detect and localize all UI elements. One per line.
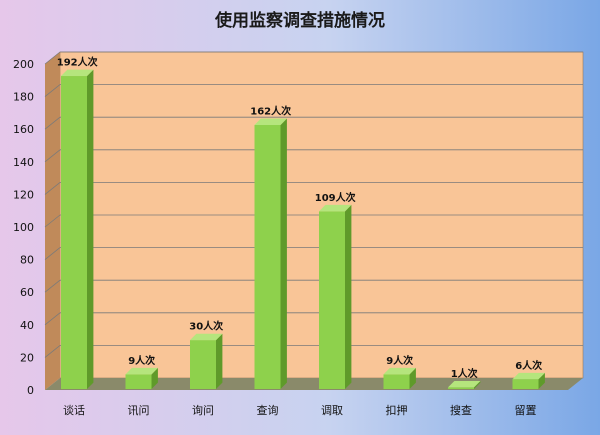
bar-top [448,380,481,388]
bar [319,204,352,389]
bar [383,367,416,389]
data-label: 162人次 [250,105,291,118]
x-category-label: 谈话 [63,404,85,417]
bar-top [61,69,94,77]
y-tick-label: 160 [13,123,34,136]
gridline-side [44,312,61,326]
x-category-label: 搜查 [450,403,472,417]
gridline-side [44,279,61,293]
data-labels: 192人次 9人次 30人次 162人次 109人次 9人次 1人次 6人次 [57,56,542,380]
bar-front [319,211,345,389]
bar-front [125,374,152,389]
y-tick-label: 100 [13,221,34,234]
gridline-side [44,84,61,97]
y-tick-label: 180 [13,91,34,104]
data-label: 192人次 [57,56,98,69]
y-tick-label: 0 [27,384,34,397]
bar-front [512,379,539,389]
bar-side [216,333,223,389]
x-category-label: 扣押 [386,403,408,417]
axes: 0 20 40 60 80 100 120 140 160 180 200 谈话 讯问 询问 查询 调取 扣押 搜… [13,58,537,417]
data-label: 30人次 [189,320,223,333]
x-category-label: 调取 [321,404,343,417]
bar-top [190,333,223,341]
bar [512,372,545,389]
data-label: 109人次 [315,191,356,204]
bar-front [383,374,410,389]
y-tick-label: 20 [20,351,34,364]
gridline-side [44,214,61,228]
x-category-label: 讯问 [128,404,150,417]
gridline-side [44,247,61,260]
bars [61,69,545,389]
gridline-side [44,149,61,163]
x-category-label: 询问 [192,404,214,417]
bar-top [383,367,416,375]
bar [190,333,223,389]
y-tick-label: 120 [13,188,34,201]
bar-side [87,69,94,389]
y-tick-label: 80 [20,254,34,267]
y-tick-label: 140 [13,156,34,169]
bar [125,367,158,389]
bar-front [254,124,281,389]
chart-title: 使用监察调查措施情况 [214,10,385,31]
bar-top [319,204,352,212]
bar-front [61,76,87,389]
bar-front [190,340,216,389]
x-category-label: 留置 [515,404,537,417]
bar-side [409,367,416,389]
bar-side [474,380,481,389]
plot-area [44,51,584,390]
bar-top [125,367,158,375]
y-tick-label: 200 [13,58,34,71]
bar [448,380,481,389]
gridline-side [44,116,61,130]
gridline-side [44,51,61,65]
data-label: 9人次 [386,354,413,367]
y-tick-label: 60 [20,286,34,299]
bar-front [448,387,474,389]
bar-side [280,118,287,389]
y-tick-label: 40 [20,319,34,332]
bar-side [151,367,158,389]
bar-side [538,372,545,389]
bar-side [345,204,352,389]
data-label: 9人次 [128,354,155,367]
data-label: 1人次 [451,367,478,380]
bar [61,69,94,389]
data-label: 6人次 [515,359,542,372]
gridline-side [44,345,61,358]
bar [254,118,287,389]
x-category-label: 查询 [257,403,279,417]
bar-top [512,372,545,380]
bar-top [254,118,287,125]
gridline-side [44,182,61,195]
